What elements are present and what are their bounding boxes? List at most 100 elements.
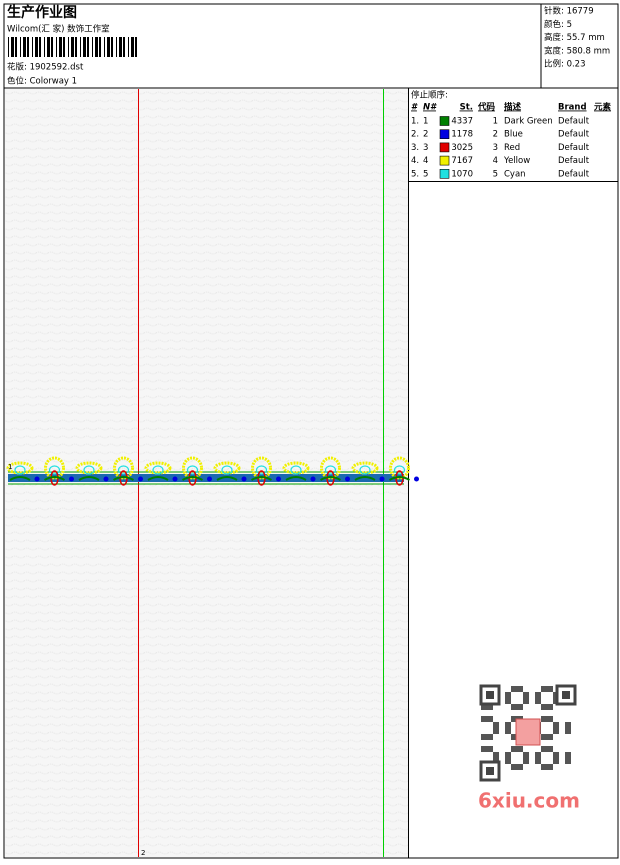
qr-cell (547, 764, 553, 770)
qr-cell (517, 686, 523, 692)
bar-stripe (80, 37, 81, 57)
marker: 1 (8, 463, 12, 471)
qr-cell (517, 704, 523, 710)
qr-cell (535, 758, 541, 764)
code: 2 (493, 130, 498, 140)
qr-cell (505, 722, 511, 728)
bead (345, 476, 350, 482)
qr-cell (547, 686, 553, 692)
petal (213, 461, 241, 475)
qr-cell (541, 734, 547, 740)
green-leaf (354, 476, 376, 481)
bar-stripe (27, 37, 29, 57)
qr-cell (505, 698, 511, 704)
column-header: St. (460, 103, 473, 113)
bar-stripe (44, 37, 45, 57)
qr-cell (511, 716, 517, 722)
qr-cell (553, 758, 559, 764)
column-header: 元素 (594, 102, 612, 113)
qr-cell (481, 734, 487, 740)
qr-finder-core (486, 767, 494, 775)
bead (172, 476, 178, 482)
colorway: 色位: Colorway 1 (7, 76, 77, 87)
cyan-loop (290, 465, 302, 475)
bar-stripe (32, 37, 33, 57)
qr-cell (487, 704, 493, 710)
petal (389, 456, 410, 480)
qr-cell (541, 686, 547, 692)
qr-cell (511, 704, 517, 710)
qr-cell (535, 698, 541, 704)
description: Cyan (504, 169, 526, 179)
row-number: 1. (411, 117, 419, 127)
cyan-loop (255, 465, 268, 475)
qr-cell (523, 758, 529, 764)
row-number: 5. (411, 169, 419, 179)
cyan-loop (48, 465, 61, 475)
qr-cell (541, 716, 547, 722)
bar-stripe (71, 37, 74, 57)
cyan-loop (83, 465, 95, 475)
bead (310, 476, 316, 482)
qr-cell (523, 752, 529, 758)
bar-stripe (119, 37, 122, 57)
stitches: 4337 (451, 117, 473, 127)
green-leaf (319, 476, 342, 481)
bar-stripe (116, 37, 117, 57)
bar-stripe (68, 37, 69, 57)
color-swatch (439, 142, 450, 153)
row-number: 4. (411, 156, 419, 166)
bar-stripe (20, 37, 21, 57)
petal (320, 456, 341, 480)
qr-cell (487, 716, 493, 722)
bar-stripe (15, 37, 17, 57)
bead (276, 476, 281, 482)
bar-stripe (111, 37, 113, 57)
stitches: 1178 (451, 130, 473, 140)
bead (69, 476, 74, 482)
bead (207, 476, 212, 482)
qr-cell (511, 734, 517, 740)
cyan-loop (117, 465, 130, 475)
brand: Default (558, 117, 590, 127)
bar-stripe (51, 37, 53, 57)
bead (379, 476, 385, 482)
qr-cell (553, 752, 559, 758)
bar-stripe (131, 37, 134, 57)
info-line: 颜色: 5 (544, 19, 572, 30)
cyan-loop (152, 465, 164, 475)
qr-cell (517, 764, 523, 770)
column-header: N# (423, 103, 437, 113)
studio: Wilcom(汇 家) 数饰工作室 (7, 24, 110, 35)
qr-logo (515, 718, 541, 746)
qr-cell (511, 746, 517, 752)
petal (113, 456, 134, 480)
band (8, 474, 404, 482)
bar-stripe (83, 37, 86, 57)
green-leaf (9, 476, 31, 481)
info-line: 宽度: 580.8 mm (544, 45, 610, 56)
brand: Default (558, 130, 590, 140)
qr-cell (505, 692, 511, 698)
qr-cell (523, 698, 529, 704)
green-leaf (388, 476, 411, 481)
watermark: 6xiu.com (478, 789, 580, 813)
description: Blue (504, 130, 523, 140)
needle: 2 (423, 130, 428, 140)
green-leaf (78, 476, 100, 481)
column-header: 描述 (504, 102, 522, 113)
needle: 4 (423, 156, 428, 166)
petal (251, 456, 272, 480)
bar-stripe (104, 37, 105, 57)
description: Yellow (503, 156, 530, 166)
color-swatch (439, 155, 450, 166)
petal (75, 461, 103, 475)
bead (138, 476, 143, 482)
qr-cell (487, 746, 493, 752)
qr-cell (523, 692, 529, 698)
code: 4 (493, 156, 498, 166)
column-header: # (411, 103, 418, 113)
description: Dark Green (504, 117, 553, 127)
bar-stripe (59, 37, 62, 57)
